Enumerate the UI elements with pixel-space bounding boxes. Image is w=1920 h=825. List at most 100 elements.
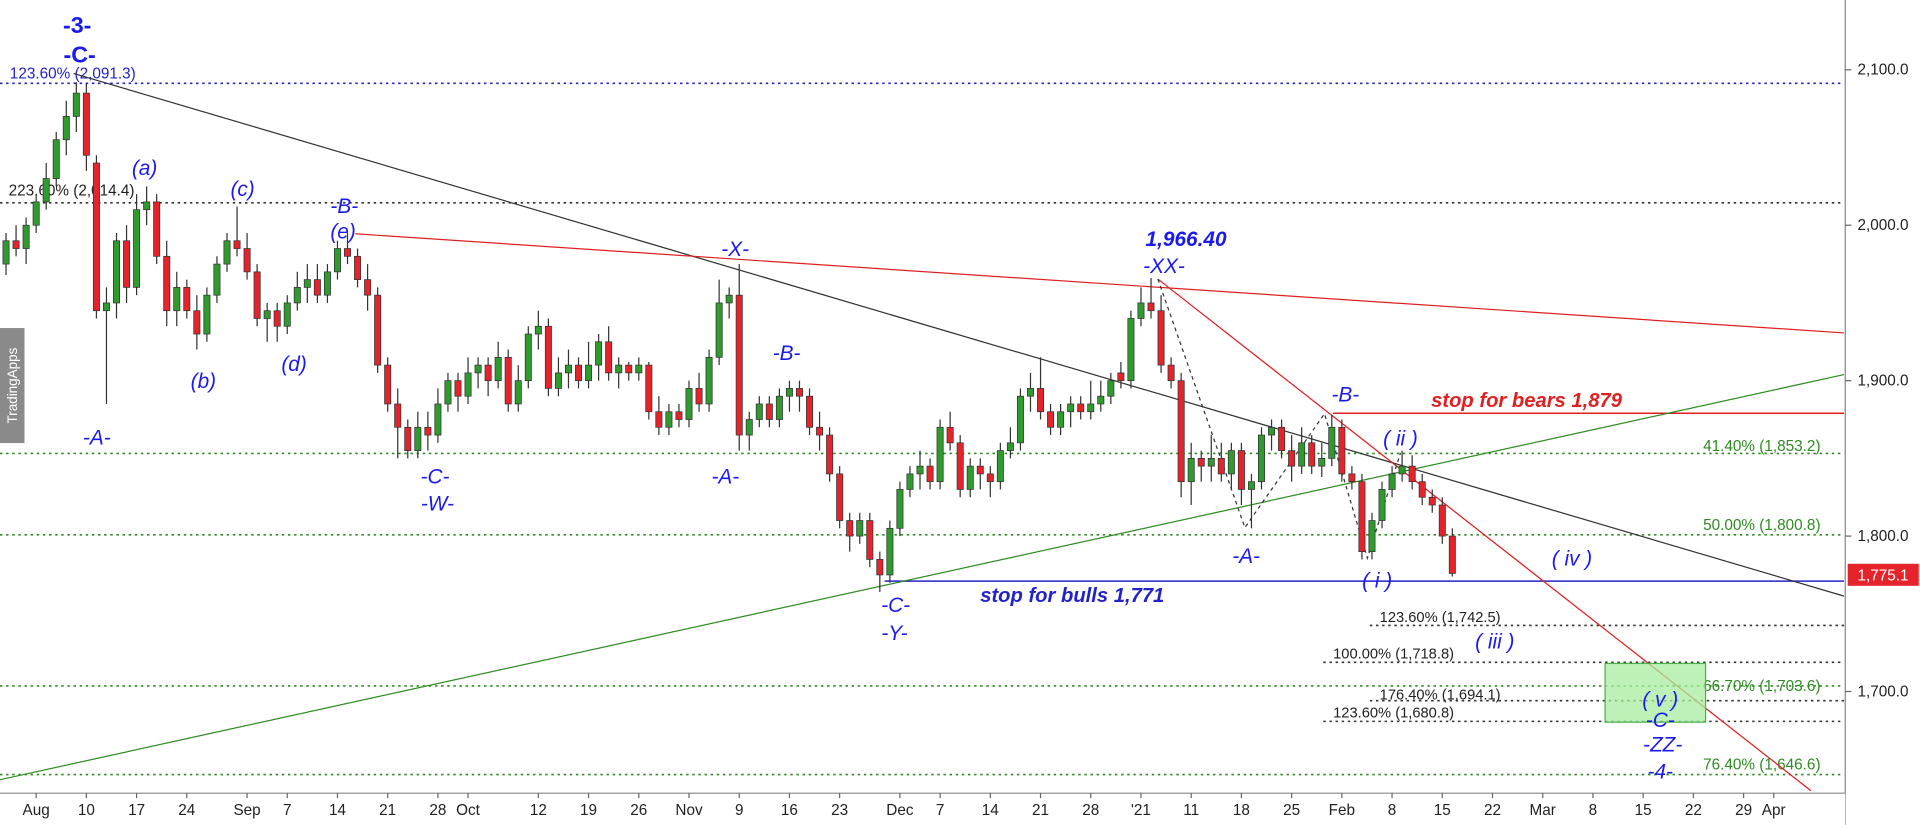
candle-body: [896, 489, 904, 529]
x-tick-label: Aug: [23, 802, 50, 819]
candle-body: [1318, 458, 1326, 467]
level-label: 100.00% (1,718.8): [1333, 647, 1454, 663]
candle-body: [1378, 489, 1386, 521]
x-tick-label: 14: [329, 802, 347, 819]
candle-body: [725, 294, 733, 304]
wave-label: -C-: [881, 594, 910, 617]
candle-body: [213, 263, 221, 296]
y-tick-label: 2,100.0: [1858, 62, 1909, 79]
x-tick-label: Mar: [1530, 802, 1556, 819]
candle-body: [143, 201, 151, 211]
wave-label: -B-: [773, 342, 801, 365]
candle-body: [886, 527, 894, 576]
candle-body: [173, 287, 181, 312]
x-tick-label: 16: [781, 802, 798, 819]
candle-body: [765, 403, 773, 420]
candle-body: [1006, 442, 1014, 451]
candle-body: [424, 426, 432, 436]
candle-body: [313, 279, 321, 296]
candle-body: [826, 434, 834, 475]
wave-label: (d): [281, 353, 306, 376]
candle-body: [364, 279, 372, 296]
candle-body: [866, 520, 874, 560]
candle-body: [2, 240, 10, 265]
x-tick-label: 28: [1082, 802, 1099, 819]
candle-body: [695, 388, 703, 405]
wave-label: -3-: [63, 12, 91, 38]
wave-label: -XX-: [1143, 255, 1185, 278]
candle-body: [273, 310, 281, 327]
target-zone: [1604, 662, 1707, 723]
candle-body: [1147, 302, 1155, 312]
candle-body: [1217, 458, 1225, 475]
candle-body: [283, 302, 291, 327]
candle-body: [22, 224, 30, 249]
level-label: 123.60% (1,680.8): [1333, 706, 1454, 722]
candle-body: [1338, 426, 1346, 475]
candle-body: [253, 271, 261, 319]
candle-body: [102, 302, 110, 312]
candle-body: [996, 450, 1004, 483]
candle-body: [1247, 481, 1255, 490]
wave-label: -B-: [330, 195, 358, 218]
candle-body: [635, 364, 643, 374]
x-tick-label: 21: [1032, 802, 1049, 819]
wave-label: (e): [330, 221, 355, 244]
level-label: 66.70% (1,703.6): [1703, 678, 1820, 695]
x-tick-label: 29: [1735, 802, 1752, 819]
candle-body: [685, 388, 693, 420]
candle-body: [72, 92, 80, 117]
y-tick-label: 1,900.0: [1858, 373, 1909, 390]
wave-label: -A-: [711, 466, 739, 489]
wave-label: 1,966.40: [1146, 228, 1227, 251]
candle-body: [1258, 434, 1265, 483]
x-tick-label: 21: [379, 802, 396, 819]
candle-body: [113, 240, 120, 304]
candle-body: [444, 380, 452, 405]
wave-label: -C-: [1646, 709, 1675, 732]
candle-body: [153, 201, 161, 257]
candle-body: [1037, 388, 1045, 413]
wave-label: -A-: [83, 426, 111, 449]
candle-body: [796, 388, 803, 397]
candle-body: [1237, 450, 1245, 490]
candle-body: [1288, 450, 1296, 467]
candles: [2, 82, 1456, 593]
wave-label: ( v ): [1642, 688, 1678, 711]
candle-body: [816, 426, 824, 436]
candle-body: [1418, 481, 1426, 498]
candle-body: [384, 364, 392, 405]
y-tick-label: 2,000.0: [1858, 217, 1909, 234]
level-label: stop for bears 1,879: [1431, 390, 1623, 412]
candle-body: [1348, 473, 1356, 483]
y-tick-label: 1,700.0: [1858, 683, 1909, 700]
wave-label: -ZZ-: [1643, 734, 1682, 757]
candle-body: [434, 403, 442, 436]
candle-body: [735, 294, 743, 436]
candle-body: [243, 248, 251, 273]
candle-body: [1137, 302, 1145, 319]
x-tick-label: 10: [78, 802, 95, 819]
candle-body: [665, 411, 673, 428]
wave-labels: -3- -C- (a) (c) -B- (e) (b) (d) -A- -C- …: [63, 12, 1682, 783]
x-tick-label: 8: [1589, 802, 1598, 819]
x-tick-label: 15: [1434, 802, 1451, 819]
x-tick-label: 14: [982, 802, 1000, 819]
candle-body: [976, 465, 984, 475]
candle-body: [1127, 318, 1135, 382]
wave-label: (b): [191, 370, 216, 393]
level-label: 123.60% (2,091.3): [10, 65, 136, 82]
candle-body: [1298, 442, 1306, 467]
wave-label: -Y-: [881, 622, 907, 645]
trend-line: [0, 373, 1845, 781]
candle-body: [1448, 535, 1456, 574]
candle-body: [293, 287, 301, 304]
candle-body: [846, 520, 854, 537]
candle-body: [775, 395, 783, 420]
candle-body: [263, 310, 271, 319]
candle-body: [344, 248, 351, 257]
trend-line: [73, 72, 1845, 597]
candle-body: [454, 380, 462, 397]
candle-body: [1087, 403, 1095, 413]
candle-body: [715, 302, 723, 358]
